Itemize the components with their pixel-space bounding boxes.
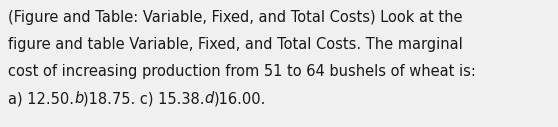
Text: (Figure and Table: Variable, Fixed, and Total Costs) Look at the: (Figure and Table: Variable, Fixed, and … <box>8 10 463 25</box>
Text: figure and table Variable, Fixed, and Total Costs. The marginal: figure and table Variable, Fixed, and To… <box>8 37 463 52</box>
Text: )16.00.: )16.00. <box>214 91 266 106</box>
Text: d: d <box>205 91 214 106</box>
Text: b: b <box>74 91 83 106</box>
Text: a) 12.50.: a) 12.50. <box>8 91 74 106</box>
Text: cost of increasing production from 51 to 64 bushels of wheat is:: cost of increasing production from 51 to… <box>8 64 476 79</box>
Text: )18.75. c) 15.38.: )18.75. c) 15.38. <box>83 91 205 106</box>
